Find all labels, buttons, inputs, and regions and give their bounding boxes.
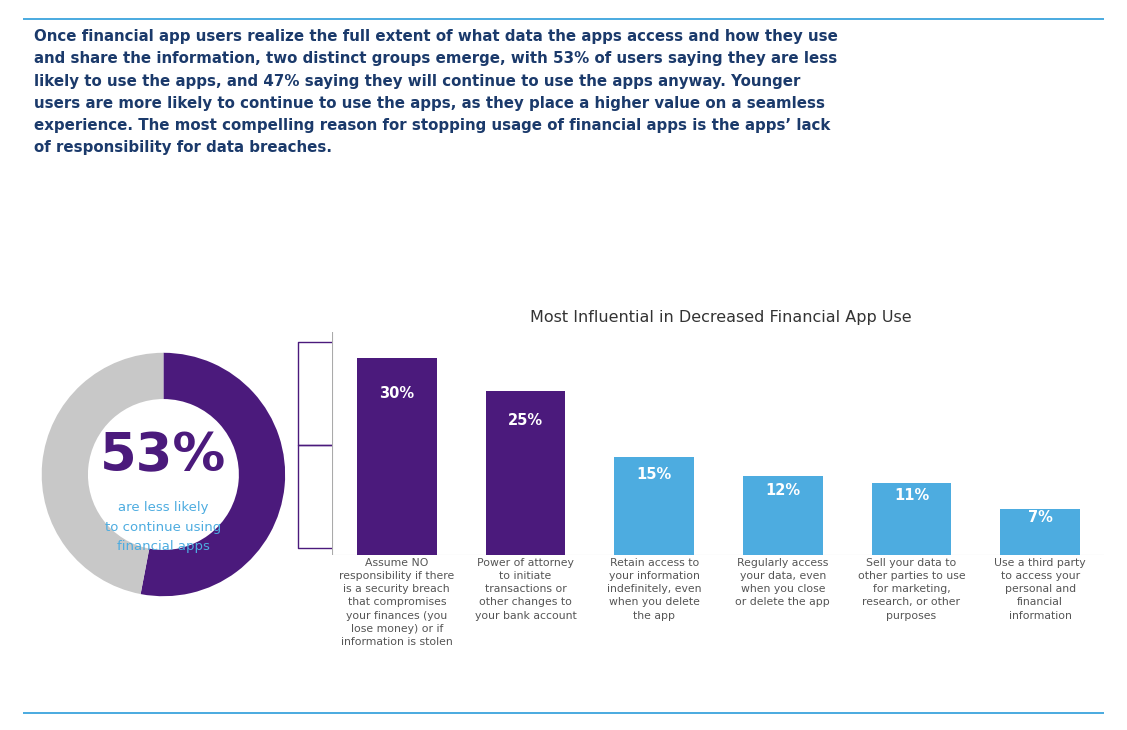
- Text: 15%: 15%: [637, 466, 672, 482]
- Bar: [357, 358, 436, 555]
- Bar: [871, 483, 951, 555]
- Text: 30%: 30%: [379, 386, 415, 402]
- Text: Most Influential in Decreased Financial App Use: Most Influential in Decreased Financial …: [531, 310, 912, 325]
- Text: Sell your data to
other parties to use
for marketing,
research, or other
purpose: Sell your data to other parties to use f…: [858, 558, 965, 620]
- Bar: [614, 456, 694, 555]
- Text: 53%: 53%: [100, 430, 227, 483]
- Text: Use a third party
to access your
personal and
financial
information: Use a third party to access your persona…: [994, 558, 1086, 620]
- Wedge shape: [141, 353, 285, 596]
- Text: Once financial app users realize the full extent of what data the apps access an: Once financial app users realize the ful…: [34, 29, 837, 155]
- Text: Regularly access
your data, even
when you close
or delete the app: Regularly access your data, even when yo…: [736, 558, 831, 607]
- Text: Power of attorney
to initiate
transactions or
other changes to
your bank account: Power of attorney to initiate transactio…: [474, 558, 576, 620]
- Text: 7%: 7%: [1028, 510, 1053, 525]
- Text: are less likely
to continue using
financial apps: are less likely to continue using financ…: [105, 502, 222, 553]
- Text: 12%: 12%: [765, 483, 800, 498]
- Text: Retain access to
your information
indefinitely, even
when you delete
the app: Retain access to your information indefi…: [606, 558, 701, 620]
- Wedge shape: [42, 353, 163, 594]
- Bar: [486, 391, 566, 555]
- Bar: [1001, 509, 1080, 555]
- Text: Assume NO
responsibility if there
is a security breach
that compromises
your fin: Assume NO responsibility if there is a s…: [339, 558, 454, 647]
- Text: 11%: 11%: [894, 488, 929, 503]
- Text: 25%: 25%: [508, 413, 543, 428]
- Bar: [743, 476, 823, 555]
